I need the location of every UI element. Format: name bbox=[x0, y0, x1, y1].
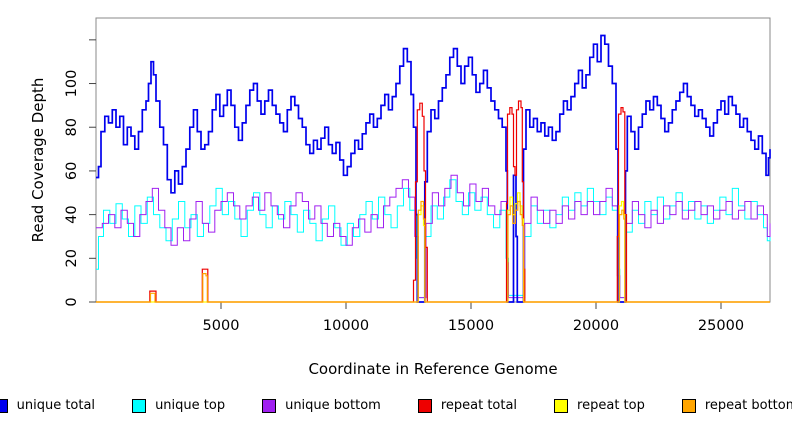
legend-item-unique-bottom: unique bottom bbox=[262, 398, 381, 413]
legend-swatch-repeat-top bbox=[554, 398, 569, 413]
legend-swatch-unique-total bbox=[0, 398, 8, 413]
y-axis-tick-label: 20 bbox=[64, 249, 80, 267]
x-axis-tick-label: 25000 bbox=[698, 318, 744, 334]
series-unique-bottom-line bbox=[96, 174, 771, 299]
legend-label-repeat-bottom: repeat bottom bbox=[704, 398, 792, 413]
x-axis-tick-label: 15000 bbox=[448, 318, 494, 334]
legend-item-repeat-bottom: repeat bottom bbox=[681, 398, 792, 413]
legend-swatch-unique-top bbox=[132, 398, 147, 413]
legend-label-unique-top: unique top bbox=[155, 398, 226, 413]
legend-label-unique-bottom: unique bottom bbox=[285, 398, 381, 413]
legend-item-repeat-top: repeat top bbox=[554, 398, 645, 413]
series-repeat-top-line bbox=[96, 192, 770, 303]
y-axis-tick-label: 60 bbox=[64, 162, 80, 180]
x-axis-tick-label: 5000 bbox=[203, 318, 240, 334]
y-axis-tick-label: 0 bbox=[64, 297, 80, 306]
plot-box bbox=[95, 17, 771, 303]
legend-swatch-repeat-bottom bbox=[681, 398, 696, 413]
y-axis-tick-label: 100 bbox=[64, 70, 80, 98]
legend-item-repeat-total: repeat total bbox=[417, 398, 518, 413]
legend-label-repeat-total: repeat total bbox=[440, 398, 518, 413]
legend-swatch-repeat-total bbox=[417, 398, 432, 413]
legend-label-unique-total: unique total bbox=[16, 398, 96, 413]
legend-item-unique-total: unique total bbox=[0, 398, 95, 413]
x-axis-title: Coordinate in Reference Genome bbox=[308, 360, 558, 378]
y-axis-tick-label: 80 bbox=[64, 118, 80, 136]
legend: unique total unique top unique bottom repea… bbox=[0, 398, 792, 413]
series-repeat-bottom-line bbox=[96, 200, 770, 303]
legend-label-repeat-top: repeat top bbox=[577, 398, 645, 413]
legend-item-unique-top: unique top bbox=[132, 398, 225, 413]
x-axis-tick-label: 20000 bbox=[573, 318, 619, 334]
y-axis-tick-label: 40 bbox=[64, 205, 80, 223]
x-axis-tick-label: 10000 bbox=[323, 318, 369, 334]
series-unique-top-line bbox=[96, 179, 771, 299]
y-axis-title: Read Coverage Depth bbox=[29, 77, 47, 243]
series-unique-total-line bbox=[96, 34, 771, 303]
legend-swatch-unique-bottom bbox=[262, 398, 277, 413]
